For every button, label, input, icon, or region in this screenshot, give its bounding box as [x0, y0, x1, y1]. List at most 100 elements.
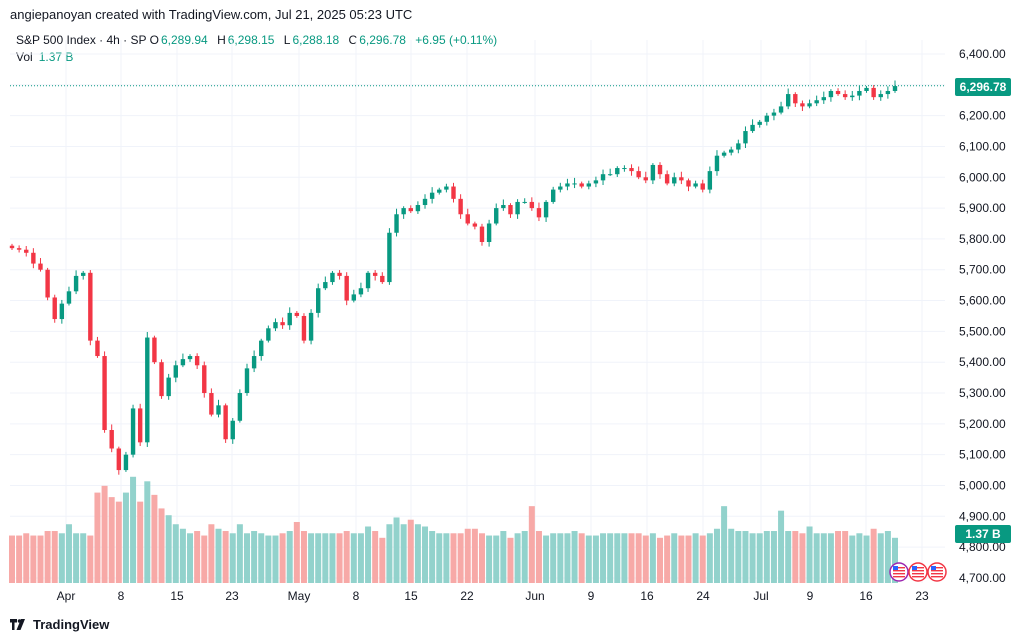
flag-stripe [912, 573, 924, 575]
volume-bar [500, 531, 507, 583]
candle-body [444, 186, 449, 190]
volume-bar [713, 528, 720, 583]
candle-body [137, 408, 143, 443]
candle-body [422, 198, 428, 206]
flag-canton [931, 566, 936, 570]
volume-bar [806, 526, 813, 583]
x-tick-label: 16 [859, 589, 873, 603]
candle-body [679, 177, 684, 181]
volume-bar [400, 524, 407, 583]
candle-body [821, 97, 826, 101]
symbol-name[interactable]: S&P 500 Index · 4h · SP [16, 33, 147, 47]
candle-body [864, 87, 869, 91]
volume-bar [172, 524, 179, 583]
candle-body [743, 131, 748, 144]
volume-bar [877, 533, 884, 583]
tradingview-branding[interactable]: TradingView [10, 617, 109, 632]
candle-body [857, 90, 862, 96]
volume-bar [649, 533, 656, 583]
candle-body [38, 263, 43, 270]
volume-bar [550, 533, 557, 583]
candle-body [102, 356, 107, 431]
volume-bar [343, 531, 350, 583]
volume-bar [849, 535, 856, 583]
volume-bar [614, 533, 621, 583]
low-label: L [283, 33, 291, 47]
volume-bar [892, 537, 898, 583]
candle-body [24, 249, 29, 253]
volume-bar [336, 533, 343, 583]
x-tick-label: Jul [753, 589, 768, 603]
candle-body [771, 112, 777, 116]
price-axis: 6,400.006,300.006,200.006,100.006,000.00… [959, 47, 1006, 585]
x-tick-label: 9 [588, 589, 595, 603]
volume-bar [635, 533, 642, 583]
volume-bar [450, 533, 457, 583]
us-flag-event-icon [889, 562, 909, 582]
candle-body [465, 214, 470, 224]
flag-stripe [912, 567, 924, 569]
candle-body [251, 356, 257, 369]
volume-bar [151, 494, 158, 583]
volume-bar [265, 535, 272, 583]
y-tick-label: 4,900.00 [959, 509, 1006, 523]
candle-body [508, 205, 513, 215]
flag-stripe [893, 567, 905, 569]
y-tick-label: 5,500.00 [959, 324, 1006, 338]
volume-bar [229, 533, 236, 583]
x-tick-label: Jun [525, 589, 544, 603]
volume-bar [749, 533, 756, 583]
volume-bar [208, 524, 215, 583]
candle-body [209, 393, 214, 415]
volume-bar [521, 531, 528, 583]
volume-bar [187, 533, 194, 583]
volume-bar [300, 531, 307, 583]
volume-bar [457, 533, 464, 583]
candle-body [529, 201, 535, 209]
candle-body [736, 143, 741, 150]
candle-body [600, 174, 606, 181]
x-tick-label: 8 [118, 589, 125, 603]
candle-body [266, 328, 271, 341]
candle-body [437, 189, 442, 193]
candle-body [287, 312, 292, 326]
volume-bar [58, 533, 65, 583]
volume-bar [179, 528, 186, 583]
candle-body [885, 90, 891, 95]
volume-bar [322, 533, 329, 583]
volume-bar [286, 531, 293, 583]
chart-grid [10, 40, 945, 583]
volume-bar [37, 535, 44, 583]
volume-bar [215, 528, 222, 583]
volume-bar [692, 533, 699, 583]
flag-stripe [931, 573, 943, 575]
volume-bar [308, 533, 315, 583]
volume-bar [201, 535, 208, 583]
event-circle [927, 562, 947, 582]
volume-bar [386, 524, 393, 583]
volume-bar [471, 528, 478, 583]
flag-stripe [912, 570, 924, 572]
flag-canton [893, 566, 898, 570]
y-tick-label: 5,200.00 [959, 417, 1006, 431]
candle-body [152, 337, 157, 363]
volume-bar [30, 535, 37, 583]
volume-bar [137, 501, 144, 583]
candle-body [486, 223, 492, 243]
candle-body [194, 356, 200, 366]
volume-bar [813, 533, 820, 583]
candle-body [629, 168, 634, 172]
candlesticks [9, 80, 898, 475]
volume-bar [671, 533, 678, 583]
candle-body [301, 315, 307, 341]
candle-body [501, 205, 506, 209]
candle-body [536, 208, 542, 218]
candle-body [550, 189, 556, 202]
candle-body [95, 340, 100, 357]
x-tick-label: 23 [225, 589, 239, 603]
candle-body [280, 322, 285, 326]
volume-bar [9, 535, 15, 583]
candle-body [337, 272, 342, 276]
candle-body [145, 337, 150, 443]
